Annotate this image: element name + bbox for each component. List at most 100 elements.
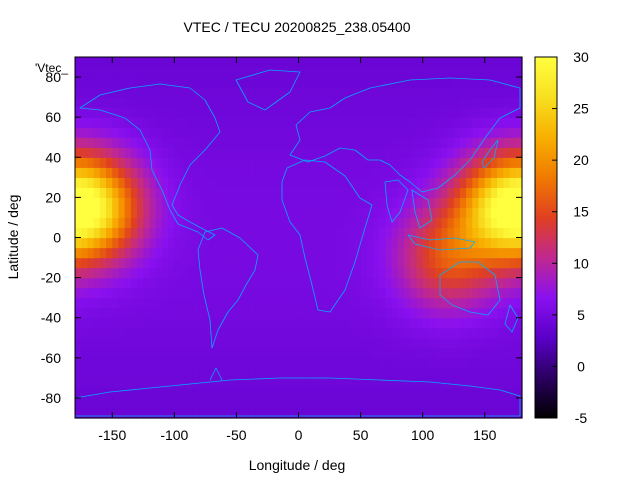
- heatmap-cell: [441, 337, 449, 349]
- heatmap-cell: [124, 117, 132, 128]
- heatmap-cell: [391, 177, 399, 188]
- heatmap-cell: [112, 157, 120, 168]
- heatmap-cell: [472, 337, 480, 349]
- heatmap-cell: [441, 257, 449, 269]
- heatmap-cell: [292, 177, 300, 188]
- heatmap-cell: [143, 77, 151, 88]
- heatmap-cell: [472, 267, 480, 279]
- heatmap-cell: [87, 117, 95, 128]
- heatmap-cell: [341, 277, 349, 289]
- heatmap-cell: [255, 217, 262, 229]
- heatmap-cell: [478, 307, 486, 319]
- heatmap-cell: [230, 157, 238, 168]
- heatmap-cell: [503, 367, 511, 379]
- heatmap-cell: [310, 157, 318, 168]
- heatmap-cell: [484, 157, 492, 168]
- heatmap-cell: [168, 307, 175, 319]
- heatmap-cell: [397, 397, 405, 409]
- heatmap-cell: [137, 107, 144, 118]
- heatmap-cell: [323, 187, 331, 198]
- heatmap-cell: [385, 307, 393, 319]
- heatmap-cell: [180, 397, 188, 409]
- heatmap-cell: [366, 337, 374, 349]
- heatmap-cell: [230, 347, 238, 359]
- heatmap-cell: [155, 387, 163, 399]
- heatmap-cell: [310, 207, 318, 219]
- heatmap-cell: [298, 317, 306, 329]
- heatmap-cell: [242, 367, 250, 379]
- heatmap-cell: [205, 127, 213, 138]
- heatmap-cell: [478, 247, 486, 259]
- heatmap-cell: [484, 207, 492, 219]
- heatmap-cell: [186, 137, 194, 148]
- heatmap-cell: [118, 327, 126, 339]
- heatmap-cell: [211, 77, 219, 88]
- heatmap-cell: [404, 407, 411, 419]
- heatmap-cell: [106, 167, 113, 178]
- heatmap-cell: [118, 97, 126, 108]
- heatmap-cell: [447, 377, 455, 389]
- heatmap-cell: [435, 137, 442, 148]
- heatmap-cell: [192, 247, 200, 259]
- heatmap-cell: [261, 97, 269, 108]
- heatmap-cell: [192, 157, 200, 168]
- heatmap-cell: [273, 337, 281, 349]
- heatmap-cell: [124, 217, 132, 229]
- heatmap-cell: [242, 157, 250, 168]
- heatmap-cell: [391, 127, 399, 138]
- heatmap-cell: [87, 187, 95, 198]
- heatmap-cell: [261, 337, 269, 349]
- heatmap-cell: [75, 147, 82, 158]
- heatmap-cell: [255, 167, 262, 178]
- heatmap-cell: [99, 77, 107, 88]
- heatmap-cell: [87, 177, 95, 188]
- heatmap-cell: [373, 297, 380, 309]
- heatmap-cell: [404, 217, 411, 229]
- heatmap-cell: [484, 367, 492, 379]
- heatmap-cell: [422, 287, 430, 299]
- heatmap-cell: [385, 297, 393, 309]
- heatmap-cell: [329, 387, 337, 399]
- heatmap-cell: [87, 197, 95, 209]
- heatmap-cell: [341, 57, 349, 68]
- heatmap-cell: [279, 87, 287, 98]
- heatmap-cell: [397, 337, 405, 349]
- heatmap-cell: [75, 247, 82, 259]
- heatmap-cell: [168, 267, 175, 279]
- heatmap-cell: [242, 377, 250, 389]
- heatmap-cell: [199, 297, 206, 309]
- heatmap-cell: [248, 257, 256, 269]
- heatmap-field: [75, 57, 523, 419]
- heatmap-cell: [99, 107, 107, 118]
- heatmap-cell: [441, 347, 449, 359]
- heatmap-cell: [168, 67, 175, 78]
- heatmap-cell: [236, 257, 244, 269]
- heatmap-cell: [248, 287, 256, 299]
- heatmap-cell: [317, 217, 324, 229]
- coastline-south-america: [197, 227, 259, 349]
- heatmap-cell: [230, 317, 238, 329]
- heatmap-cell: [155, 197, 163, 209]
- heatmap-cell: [230, 287, 238, 299]
- heatmap-cell: [317, 377, 324, 389]
- heatmap-cell: [515, 107, 523, 118]
- heatmap-cell: [180, 97, 188, 108]
- heatmap-cell: [211, 317, 219, 329]
- heatmap-cell: [366, 347, 374, 359]
- heatmap-cell: [304, 57, 312, 68]
- heatmap-cell: [286, 157, 293, 168]
- heatmap-cell: [143, 147, 151, 158]
- heatmap-cell: [279, 307, 287, 319]
- heatmap-cell: [261, 77, 269, 88]
- heatmap-cell: [224, 87, 231, 98]
- heatmap-cell: [497, 197, 504, 209]
- heatmap-cell: [230, 87, 238, 98]
- heatmap-cell: [497, 277, 504, 289]
- heatmap-cell: [279, 357, 287, 369]
- heatmap-cell: [422, 97, 430, 108]
- heatmap-cell: [168, 107, 175, 118]
- heatmap-cell: [453, 187, 461, 198]
- heatmap-cell: [168, 187, 175, 198]
- heatmap-cell: [124, 307, 132, 319]
- heatmap-cell: [205, 287, 213, 299]
